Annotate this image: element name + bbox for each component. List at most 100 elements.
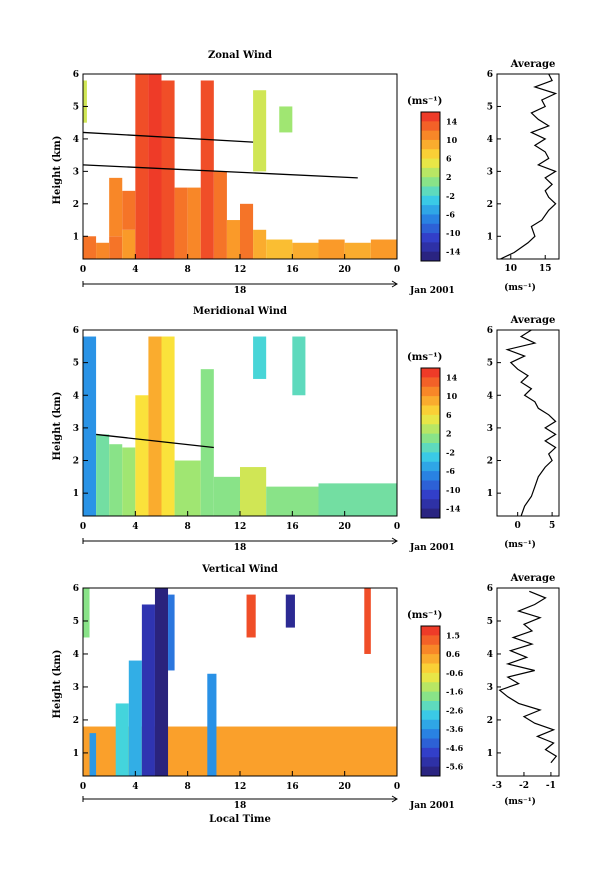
zonal-xtick-label-0: 0 [80,265,86,275]
meridional-ytick-label-1: 2 [73,457,79,467]
zonal-ytick-label-3: 4 [73,135,79,145]
zonal-colorbar-swatch-3 [421,139,440,150]
meridional-profile-ytick-label-5: 6 [487,326,493,336]
zonal-colorbar-swatch-2 [421,130,440,141]
vertical-xtick-label-6: 0 [394,782,400,792]
vertical-ytick-label-1: 2 [73,716,79,726]
meridional-colorbar-swatch-14 [421,499,440,510]
zonal-profile-ytick-label-1: 2 [487,200,493,210]
zonal-cell-10 [213,171,227,259]
zonal-colorbar-tick-0: 14 [446,116,458,126]
meridional-cell-14 [292,336,306,396]
meridional-colorbar-swatch-15 [421,508,440,519]
vertical-xtick-label-4: 16 [286,782,299,792]
vertical-profile-ytick-label-1: 2 [487,716,493,726]
meridional-colorbar-swatch-5 [421,414,440,425]
vertical-colorbar-swatch-5 [421,672,440,683]
meridional-profile-xtick-label-1: 5 [549,521,555,531]
zonal-colorbar-frame [420,111,441,262]
zonal-cell-19 [83,80,87,123]
xlabel-vertical: Local Time [209,814,271,825]
zonal-cell-8 [187,187,201,259]
zonal-xtick-label-2: 8 [185,265,191,275]
meridional-colorbar-tick-7: -14 [446,504,461,514]
meridional-colorbar-swatch-13 [421,489,440,500]
zonal-cell-14 [266,239,293,259]
meridional-ytick-label-5: 6 [73,326,79,336]
meridional-colorbar-swatch-12 [421,480,440,491]
zonal-colorbar-tick-2: 6 [446,154,452,164]
zonal-xtick-label-4: 16 [286,265,299,275]
vertical-xtick-label-3: 12 [234,782,247,792]
profile-vertical: 1 2 3 4 5 6 -3 -2 -1 [487,584,560,791]
vertical-ytick-label-4: 5 [73,617,79,627]
zonal-cell-3 [122,229,136,259]
vertical-colorbar-frame [420,625,441,777]
date-label-meridional: Jan 2001 [409,543,455,553]
zonal-cell-5 [148,74,162,259]
zonal-profile-xtick-label-0: 10 [505,264,518,274]
day-label-vertical: 18 [234,801,247,811]
zonal-xtick-label-1: 4 [132,265,138,275]
meridional-colorbar-tick-1: 10 [446,391,458,401]
zonal-overlay-line-1 [82,164,358,179]
meridional-colorbar-frame [420,367,441,519]
vertical-colorbar-swatch-11 [421,729,440,739]
meridional-cell-0 [83,336,97,516]
yticks-meridional: 1 2 3 4 5 6 [73,326,88,499]
vertical-profile-line [498,590,558,764]
panel-title-zonal: Zonal Wind [208,50,272,61]
vertical-colorbar-swatch-6 [421,682,440,693]
zonal-xtick-label-6: 0 [394,265,400,275]
zonal-colorbar-tick-5: -6 [446,209,455,219]
meridional-colorbar-tick-3: 2 [446,429,452,439]
meridional-overlay-line-0 [96,433,214,449]
zonal-ytick-label-4: 5 [73,102,79,112]
zonal-cell-20 [253,90,267,172]
profile-meridional: 1 2 3 4 5 6 0 5 [487,326,560,531]
meridional-cell-10 [240,467,267,516]
meridional-colorbar-swatch-8 [421,443,440,453]
colorbar-meridional: 14 10 6 2 -2 -6 -10 -14 [420,367,461,519]
meridional-cell-7 [174,460,201,516]
meridional-cell-6 [161,336,175,516]
zonal-colorbar-swatch-11 [421,214,440,225]
vertical-profile-xtick-label-1: -2 [519,781,529,791]
xticks-vertical: 0 4 8 12 16 20 0 [80,771,400,803]
profile-title-meridional: Average [510,315,556,326]
meridional-ytick-label-3: 4 [73,391,79,401]
vertical-colorbar-swatch-14 [421,757,440,768]
meridional-xtick-label-2: 8 [185,522,191,532]
meridional-colorbar-swatch-7 [421,433,440,444]
meridional-cell-3 [122,447,136,516]
date-label-vertical: Jan 2001 [409,801,455,811]
vertical-colorbar-tick-1: 0.6 [446,649,460,659]
profile-title-zonal: Average [510,59,556,70]
vertical-colorbar-swatch-15 [421,766,440,777]
vertical-colorbar-swatch-13 [421,747,440,758]
meridional-colorbar-swatch-3 [421,396,440,406]
colorbar-vertical: 1.5 0.6 -0.6 -1.6 -2.6 -3.6 -4.6 -5.6 [420,625,464,777]
vertical-profile-ytick-label-2: 3 [487,683,493,693]
zonal-colorbar-tick-3: 2 [446,172,452,182]
meridional-colorbar-tick-2: 6 [446,410,452,420]
zonal-colorbar-swatch-4 [421,149,440,160]
meridional-colorbar-tick-4: -2 [446,447,455,457]
vertical-profile-ytick-label-3: 4 [487,650,493,660]
vertical-profile-ytick-label-0: 1 [487,749,493,759]
meridional-colorbar-tick-0: 14 [446,372,458,382]
meridional-colorbar-swatch-0 [421,368,440,378]
heatmap-meridional [83,336,397,516]
vertical-ytick-label-3: 4 [73,650,79,660]
ylabel-vertical: Height (km) [52,650,63,719]
zonal-cell-13 [253,229,267,259]
vertical-xtick-label-0: 0 [80,782,86,792]
zonal-profile-ytick-label-5: 6 [487,70,493,80]
meridional-cell-13 [253,336,267,379]
meridional-cell-8 [200,369,214,516]
vertical-cell-3 [128,660,142,776]
zonal-cell-16 [318,239,345,259]
xticks-zonal: 0 4 8 12 16 20 0 [80,254,400,288]
